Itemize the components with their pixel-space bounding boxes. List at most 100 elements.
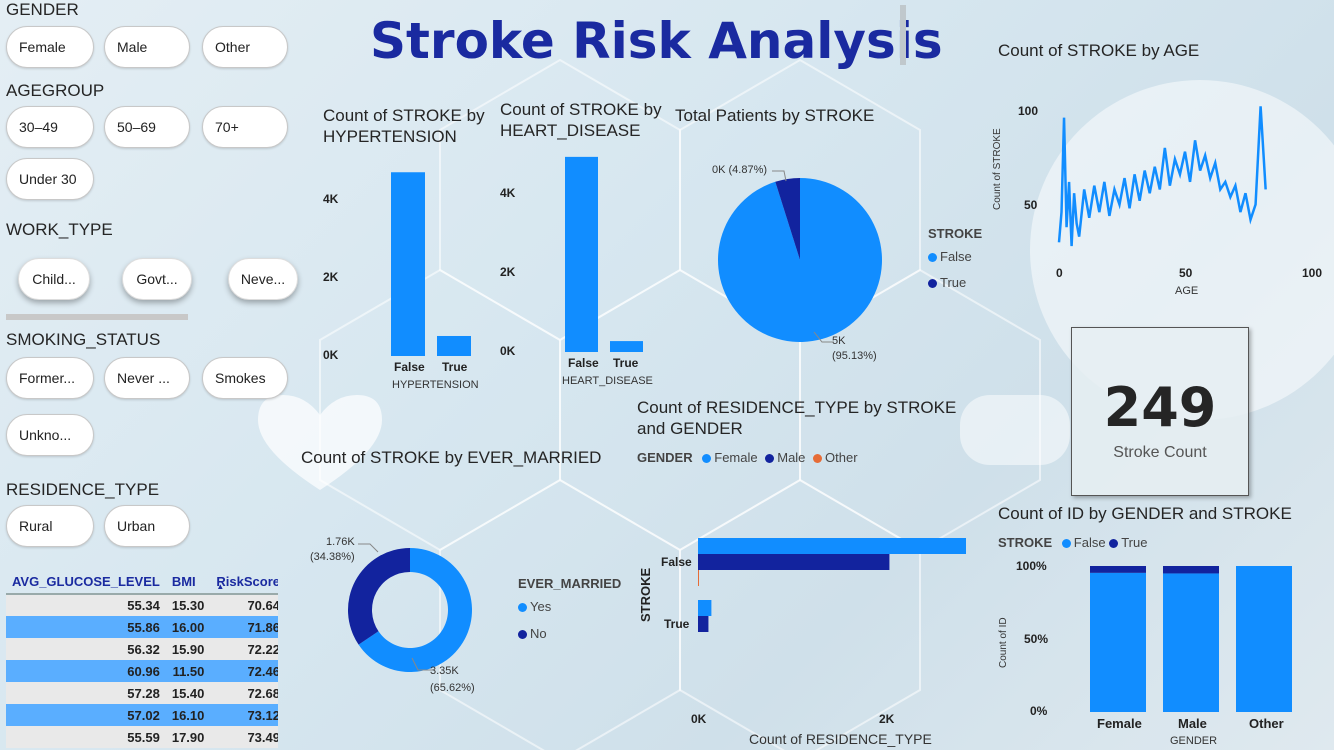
x-tick: False: [568, 356, 599, 370]
donut-legend-title: EVER_MARRIED: [518, 576, 622, 591]
cell-bmi: 16.10: [165, 704, 211, 726]
table-row[interactable]: 57.28 15.40 72.68: [6, 682, 278, 704]
y-tick: True: [664, 617, 690, 631]
heart-disease-bars[interactable]: [560, 150, 650, 352]
cell-glucose: 55.86: [6, 616, 166, 638]
bar-heart-false[interactable]: [565, 156, 598, 352]
legend-female[interactable]: Female: [702, 450, 758, 465]
table-row[interactable]: 55.86 16.00 71.86: [6, 616, 278, 638]
gender-stacked-bars[interactable]: [1080, 566, 1300, 712]
gender-option-male[interactable]: Male: [104, 26, 190, 68]
pie-legend-true[interactable]: True: [928, 275, 966, 290]
residence-option-urban[interactable]: Urban: [104, 505, 190, 547]
x-tick: False: [394, 360, 425, 374]
legend-title: GENDER: [637, 450, 693, 465]
agegroup-option-under-30[interactable]: Under 30: [6, 158, 94, 200]
legend-true[interactable]: True: [1109, 535, 1147, 550]
cell-riskscore: 71.86: [210, 616, 278, 638]
legend-dot-icon: [702, 454, 712, 464]
bar-female-true[interactable]: [1090, 566, 1146, 573]
x-axis-label: HEART_DISEASE: [562, 375, 653, 387]
x-tick: 0K: [691, 712, 707, 726]
legend-dot-icon: [1109, 539, 1119, 549]
smoking-option-unknown[interactable]: Unkno...: [6, 414, 94, 456]
smoking-option-smokes[interactable]: Smokes: [202, 357, 288, 399]
bar-false-male[interactable]: [698, 554, 890, 570]
agegroup-option-30-49[interactable]: 30–49: [6, 106, 94, 148]
pie-slice-true[interactable]: [775, 178, 800, 260]
heart-disease-chart-title: Count of STROKE by HEART_DISEASE: [500, 100, 662, 140]
cell-glucose: 55.34: [6, 594, 166, 616]
bar-false-other[interactable]: [698, 570, 699, 586]
x-tick: 2K: [879, 712, 895, 726]
table-row[interactable]: 55.34 15.30 70.64: [6, 594, 278, 616]
gender-option-female[interactable]: Female: [6, 26, 94, 68]
legend-male[interactable]: Male: [765, 450, 805, 465]
y-tick: 50%: [1024, 632, 1049, 646]
bar-hypertension-false[interactable]: [391, 172, 425, 356]
work-type-option-never[interactable]: Neve...: [228, 258, 298, 300]
donut-label-no-value: 1.76K: [326, 536, 355, 548]
risk-table[interactable]: AVG_GLUCOSE_LEVEL BMI RiskScore ▲ 55.34 15…: [6, 570, 278, 750]
table-row[interactable]: 57.02 16.10 73.12: [6, 704, 278, 726]
agegroup-option-70plus[interactable]: 70+: [202, 106, 288, 148]
line-series-stroke[interactable]: [1057, 106, 1267, 247]
age-line-chart[interactable]: [1050, 95, 1310, 265]
col-header-bmi[interactable]: BMI: [171, 574, 196, 589]
donut-label-yes-pct: (65.62%): [430, 682, 475, 694]
legend-dot-icon: [813, 454, 823, 464]
bar-hypertension-true[interactable]: [437, 335, 471, 356]
donut-slice-yes[interactable]: [358, 548, 472, 672]
cell-glucose: 56.32: [6, 638, 166, 660]
work-type-scrollbar[interactable]: [6, 314, 188, 320]
hypertension-bars[interactable]: [385, 160, 485, 356]
pie-label-false-pct: (95.13%): [832, 350, 877, 362]
stroke-count-card: 249 Stroke Count: [1071, 327, 1249, 496]
stroke-pie[interactable]: [700, 160, 900, 360]
agegroup-slicer-label: AGEGROUP: [6, 81, 105, 100]
bar-true-male[interactable]: [698, 616, 709, 632]
work-type-option-children[interactable]: Child...: [18, 258, 90, 300]
work-type-slicer-label: WORK_TYPE: [6, 220, 113, 239]
x-tick: 100: [1302, 266, 1323, 280]
bar-male-true[interactable]: [1163, 566, 1219, 574]
cell-glucose: 57.28: [6, 682, 166, 704]
cell-bmi: 11.50: [165, 660, 211, 682]
married-donut[interactable]: [340, 540, 480, 680]
donut-slice-no[interactable]: [348, 548, 410, 645]
smoking-option-former[interactable]: Former...: [6, 357, 94, 399]
legend-dot-icon: [765, 454, 775, 464]
y-axis-label: STROKE: [638, 567, 653, 622]
gender-option-other[interactable]: Other: [202, 26, 288, 68]
pie-legend-false[interactable]: False: [928, 249, 972, 264]
x-tick: True: [613, 356, 639, 370]
pie-label-false-value: 5K: [832, 335, 846, 347]
bar-false-female[interactable]: [698, 538, 966, 554]
bar-other-false[interactable]: [1236, 566, 1292, 712]
legend-false[interactable]: False: [1061, 535, 1106, 550]
smoking-option-never[interactable]: Never ...: [104, 357, 190, 399]
pie-chart-title: Total Patients by STROKE: [675, 106, 875, 125]
work-type-option-govt[interactable]: Govt...: [122, 258, 192, 300]
bar-heart-true[interactable]: [610, 341, 643, 352]
x-axis-label: GENDER: [1170, 735, 1218, 747]
donut-legend-yes[interactable]: Yes: [518, 599, 551, 614]
residence-option-rural[interactable]: Rural: [6, 505, 94, 547]
bar-male-false[interactable]: [1163, 573, 1219, 712]
pie-label-true: 0K (4.87%): [712, 164, 768, 176]
legend-other[interactable]: Other: [813, 450, 858, 465]
table-row[interactable]: 56.32 15.90 72.22: [6, 638, 278, 660]
table-row[interactable]: 60.96 11.50 72.46: [6, 660, 278, 682]
donut-legend-no[interactable]: No: [518, 626, 547, 641]
agegroup-option-50-69[interactable]: 50–69: [104, 106, 190, 148]
legend-dot-icon: [1061, 539, 1071, 549]
bar-female-false[interactable]: [1090, 572, 1146, 712]
bar-true-female[interactable]: [698, 600, 712, 616]
table-row[interactable]: 55.59 17.90 73.49: [6, 726, 278, 748]
col-header-glucose[interactable]: AVG_GLUCOSE_LEVEL: [12, 574, 160, 589]
legend-dot-icon: [928, 279, 937, 289]
residence-bars[interactable]: [698, 530, 978, 640]
kpi-value: 249: [1103, 376, 1217, 439]
cell-riskscore: 72.68: [210, 682, 278, 704]
col-header-riskscore[interactable]: RiskScore ▲: [216, 574, 278, 591]
